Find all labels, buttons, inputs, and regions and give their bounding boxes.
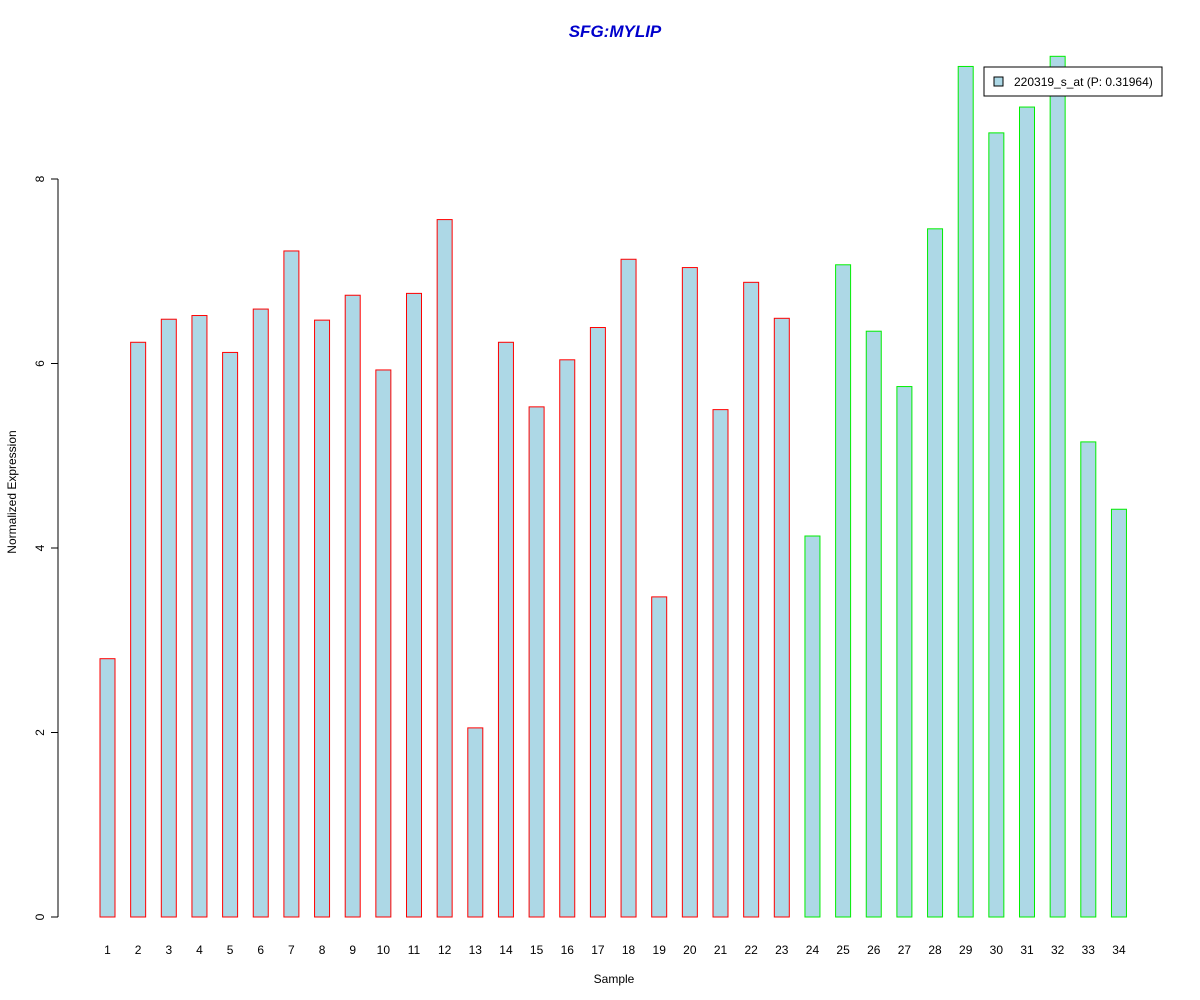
bar-sample-14 <box>497 341 514 918</box>
bar-sample-34 <box>1110 508 1127 918</box>
x-tick-label: 9 <box>349 943 356 957</box>
x-tick-label: 4 <box>196 943 203 957</box>
bar-sample-2 <box>130 341 147 918</box>
bars <box>99 55 1127 918</box>
x-tick-label: 30 <box>990 943 1004 957</box>
x-tick-label: 6 <box>257 943 264 957</box>
bar-sample-11 <box>406 292 422 918</box>
legend: 220319_s_at (P: 0.31964) <box>983 66 1163 97</box>
x-tick-label: 27 <box>898 943 912 957</box>
x-tick-label: 26 <box>867 943 881 957</box>
y-axis-label: Normalized Expression <box>5 430 19 553</box>
x-tick-label: 32 <box>1051 943 1065 957</box>
bar-sample-28 <box>927 228 944 918</box>
bar-sample-27 <box>896 386 913 918</box>
bar-sample-13 <box>467 727 484 918</box>
x-tick-label: 10 <box>377 943 391 957</box>
bar-sample-1 <box>99 658 116 918</box>
legend-box <box>983 66 1163 97</box>
bar-sample-33 <box>1080 441 1097 918</box>
bar-sample-24 <box>804 535 821 918</box>
y-tick-label: 6 <box>33 360 47 367</box>
bar-sample-17 <box>589 327 606 918</box>
bar-sample-12 <box>436 219 453 918</box>
x-tick-labels: 1 2 3 4 5 6 7 8 9 10 11 12 13 14 15 16 17 18 19 20 21 22 23 24 2… <box>104 943 1126 957</box>
bar-sample-26 <box>865 330 882 918</box>
bar-sample-31 <box>1019 106 1035 918</box>
chart-title: SFG:MYLIP <box>569 22 662 41</box>
x-tick-label: 7 <box>288 943 295 957</box>
x-tick-label: 31 <box>1020 943 1034 957</box>
bar-sample-16 <box>559 359 576 918</box>
x-tick-label: 22 <box>744 943 758 957</box>
y-tick-label: 8 <box>33 175 47 182</box>
x-tick-label: 33 <box>1082 943 1096 957</box>
x-tick-label: 18 <box>622 943 636 957</box>
legend-swatch <box>993 76 1004 87</box>
bar-sample-4 <box>191 315 208 918</box>
x-tick-label: 12 <box>438 943 452 957</box>
y-tick-label: 2 <box>33 729 47 736</box>
bar-sample-19 <box>651 596 668 918</box>
bar-sample-32 <box>1049 55 1066 918</box>
bar-sample-23 <box>773 317 790 918</box>
x-tick-label: 15 <box>530 943 544 957</box>
x-tick-label: 21 <box>714 943 728 957</box>
bar-sample-25 <box>835 264 852 918</box>
x-tick-label: 28 <box>928 943 942 957</box>
x-tick-label: 16 <box>561 943 575 957</box>
y-tick-label: 0 <box>33 913 47 920</box>
bar-sample-6 <box>252 308 269 918</box>
bar-sample-30 <box>988 132 1005 918</box>
bar-sample-8 <box>314 319 331 918</box>
x-tick-label: 8 <box>319 943 326 957</box>
x-tick-label: 2 <box>135 943 142 957</box>
bar-sample-18 <box>620 258 637 918</box>
x-tick-label: 17 <box>591 943 605 957</box>
x-tick-label: 24 <box>806 943 820 957</box>
x-tick-label: 14 <box>499 943 513 957</box>
y-tick-label: 4 <box>33 544 47 551</box>
bar-sample-21 <box>712 409 729 918</box>
x-tick-label: 23 <box>775 943 789 957</box>
bar-sample-22 <box>743 281 760 918</box>
bar-sample-10 <box>375 369 392 918</box>
bar-sample-3 <box>160 318 177 918</box>
bar-sample-5 <box>222 351 239 918</box>
x-tick-label: 5 <box>227 943 234 957</box>
x-tick-label: 13 <box>469 943 483 957</box>
bar-sample-15 <box>528 406 545 918</box>
x-tick-label: 25 <box>836 943 850 957</box>
x-tick-label: 20 <box>683 943 697 957</box>
x-axis-label: Sample <box>594 972 635 986</box>
bar-sample-9 <box>344 294 361 918</box>
x-tick-label: 11 <box>408 943 421 957</box>
bar-sample-29 <box>957 65 974 918</box>
bar-sample-7 <box>283 250 300 918</box>
x-tick-label: 34 <box>1112 943 1126 957</box>
x-tick-label: 19 <box>653 943 667 957</box>
x-tick-label: 1 <box>104 943 111 957</box>
x-tick-label: 29 <box>959 943 973 957</box>
bar-sample-20 <box>681 267 698 918</box>
x-tick-label: 3 <box>165 943 172 957</box>
legend-label: 220319_s_at (P: 0.31964) <box>1014 75 1153 89</box>
y-axis: 0 2 4 6 8 <box>33 175 59 920</box>
